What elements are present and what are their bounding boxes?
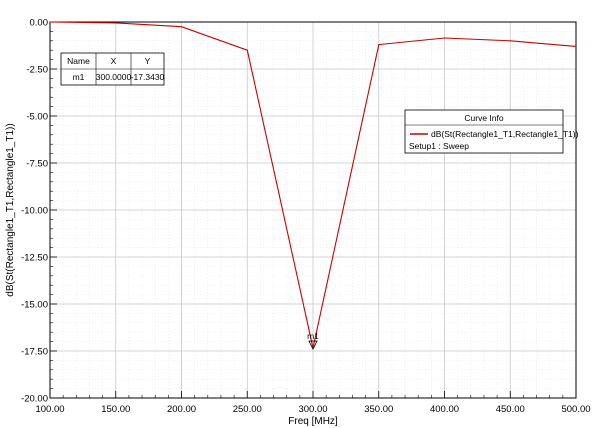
x-tick-label: 400.00	[430, 404, 459, 415]
y-tick-label: -12.50	[21, 253, 48, 264]
y-tick-label: -20.00	[21, 394, 48, 405]
x-tick-label: 250.00	[233, 404, 262, 415]
marker-label: m1	[307, 331, 319, 341]
x-tick-label: 500.00	[561, 404, 590, 415]
marker-table-header-x: X	[111, 56, 117, 66]
y-tick-label: -2.50	[26, 65, 48, 76]
series-line	[49, 21, 577, 349]
marker-table-header-name: Name	[67, 56, 90, 66]
legend-title: Curve Info	[464, 113, 503, 123]
y-tick-label: 0.00	[30, 18, 49, 29]
legend-entry: dB(St(Rectangle1_T1,Rectangle1_T1))	[431, 129, 579, 139]
x-tick-label: 350.00	[364, 404, 393, 415]
marker-table-cell-x: 300.0000	[96, 72, 132, 82]
y-tick-label: -15.00	[21, 300, 48, 311]
marker-table-cell-name: m1	[73, 72, 85, 82]
x-tick-label: 100.00	[35, 404, 64, 415]
marker-table[interactable]: Name X Y m1 300.0000 -17.3430	[60, 52, 165, 86]
y-tick-label: -7.50	[26, 159, 48, 170]
x-tick-labels: 100.00 150.00 200.00 250.00 300.00 350.00 400.…	[35, 404, 590, 415]
y-tick-label: -5.00	[26, 112, 48, 123]
marker-table-header-y: Y	[145, 56, 151, 66]
legend-box[interactable]: Curve Info dB(St(Rectangle1_T1,Rectangle…	[404, 109, 579, 154]
y-tick-labels: 0.00 -2.50 -5.00 -7.50 -10.00 -12.50 -15.00 -17…	[21, 18, 48, 405]
x-tick-label: 300.00	[298, 404, 327, 415]
legend-setup: Setup1 : Sweep	[409, 141, 469, 151]
y-axis-title: dB(St(Rectangle1_T1,Rectangle1_T1))	[5, 123, 16, 296]
x-tick-label: 450.00	[496, 404, 525, 415]
marker-m1[interactable]: m1	[307, 331, 319, 350]
x-axis-title: Freq [MHz]	[288, 416, 338, 427]
marker-triangle	[308, 340, 318, 350]
x-tick-label: 200.00	[167, 404, 196, 415]
y-tick-label: -10.00	[21, 206, 48, 217]
minor-ticks	[49, 21, 577, 399]
y-tick-label: -17.50	[21, 347, 48, 358]
x-tick-label: 150.00	[101, 404, 130, 415]
marker-table-cell-y: -17.3430	[131, 72, 165, 82]
